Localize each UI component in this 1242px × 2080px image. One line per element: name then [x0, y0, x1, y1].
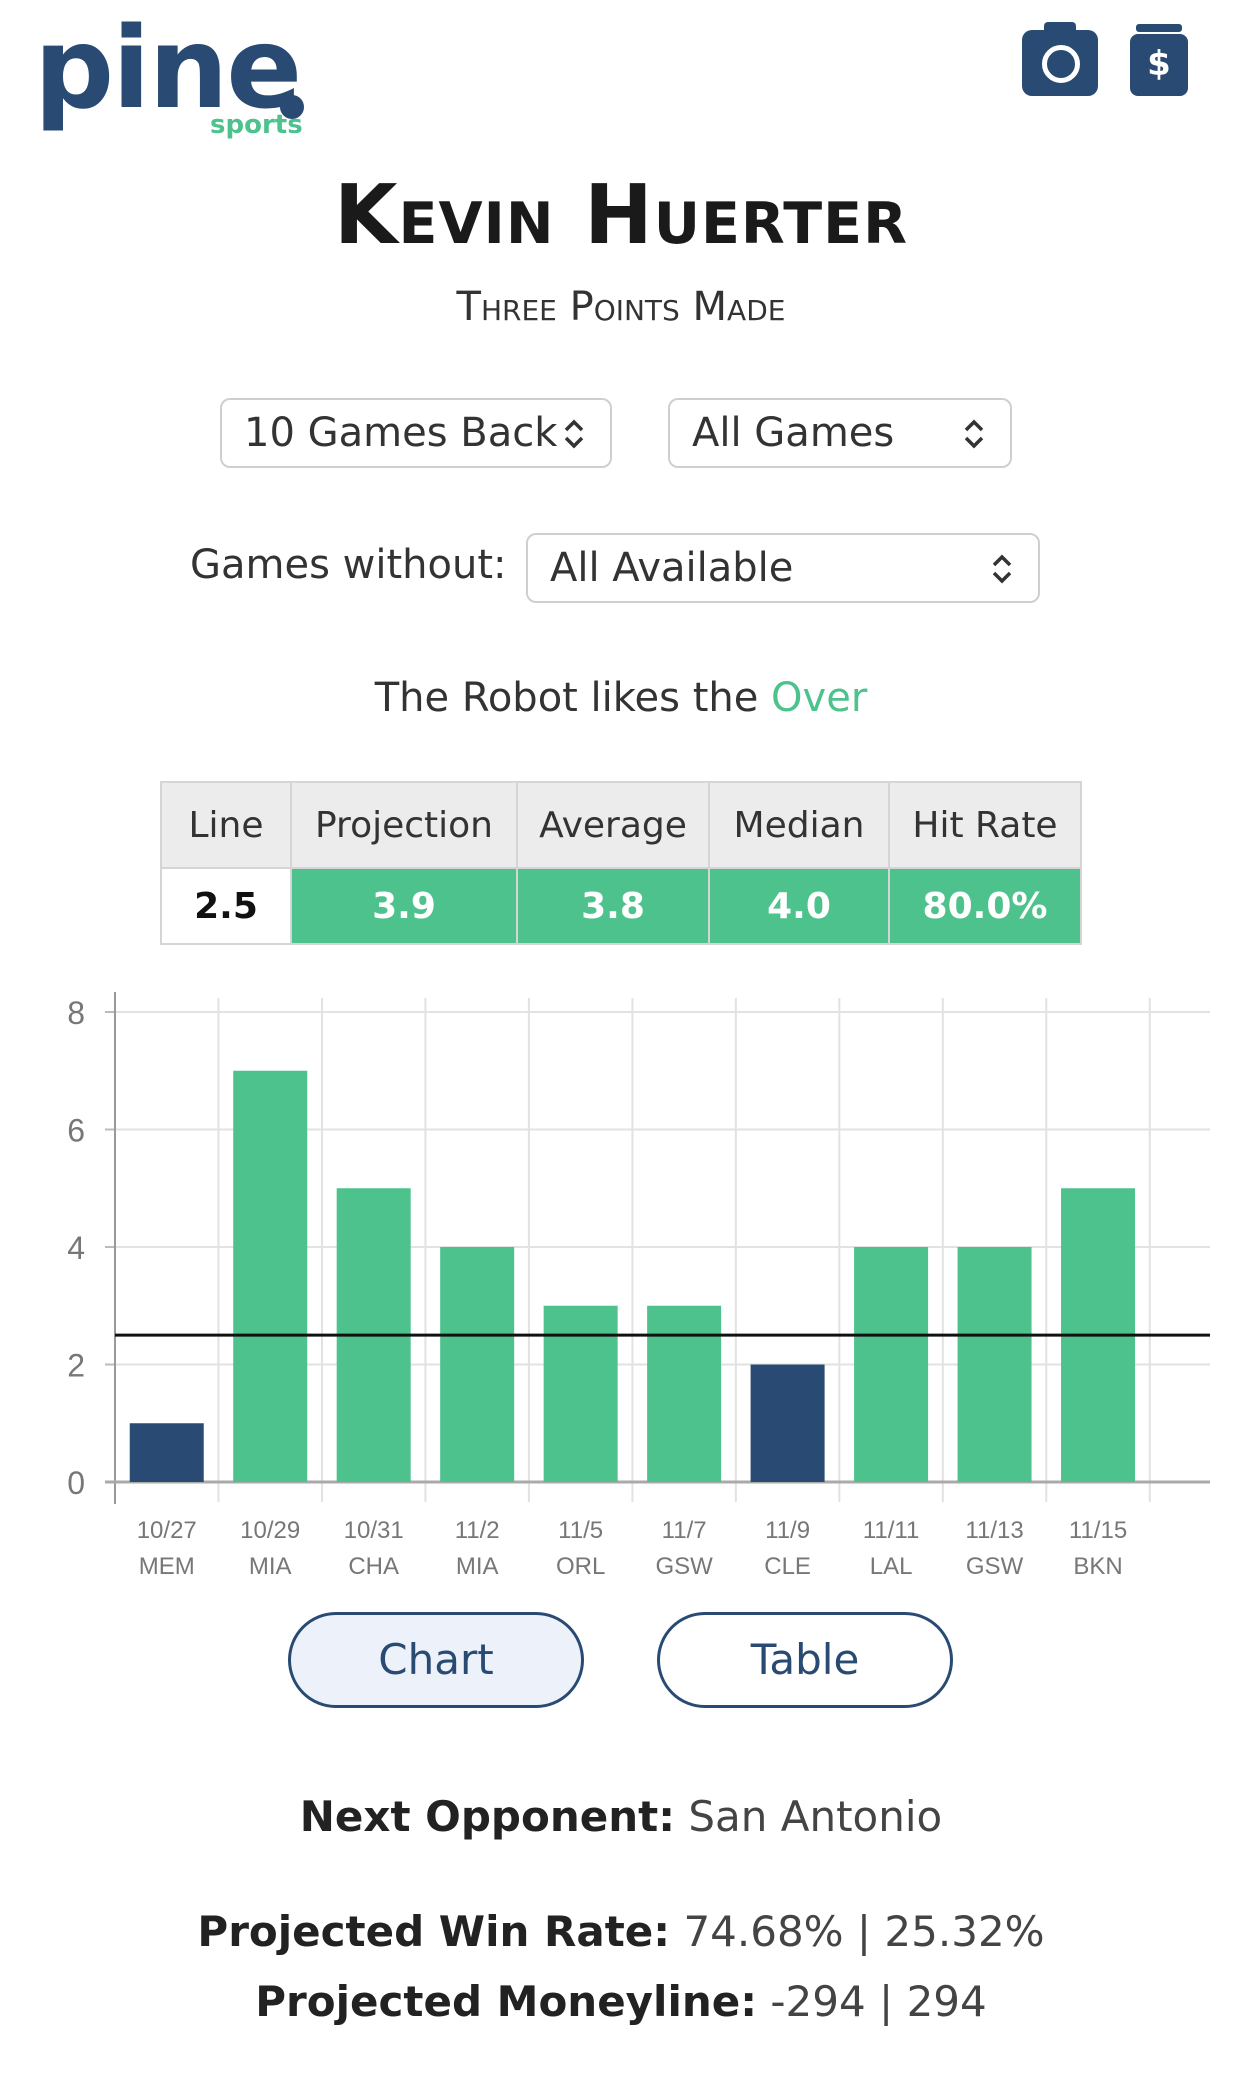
x-tick-opponent: BKN: [1073, 1553, 1122, 1580]
header-line: Line: [160, 781, 292, 869]
games-without-value: All Available: [550, 545, 794, 591]
game-type-select[interactable]: All Games: [668, 398, 1012, 468]
stats-value-row: 2.5 3.9 3.8 4.0 80.0%: [160, 867, 1082, 945]
x-tick-date: 11/13: [965, 1517, 1023, 1544]
bar-11-5-orl: [543, 1305, 618, 1482]
bar-11-2-mia: [440, 1247, 515, 1482]
header-median: Median: [708, 781, 890, 869]
next-opponent: Next Opponent: San Antonio: [0, 1792, 1242, 1841]
y-tick-label: 2: [67, 1348, 85, 1384]
robot-prefix: The Robot likes the: [374, 675, 772, 721]
x-tick-date: 11/9: [765, 1517, 810, 1544]
value-average: 3.8: [516, 867, 710, 945]
x-tick-opponent: CHA: [348, 1553, 399, 1580]
bar-10-29-mia: [233, 1070, 308, 1482]
chevron-up-down-icon: [964, 419, 984, 449]
games-without-label: Games without:: [190, 542, 507, 588]
chevron-up-down-icon: [564, 419, 584, 449]
moneyline-value: -294 | 294: [770, 1977, 987, 2026]
next-opponent-value: San Antonio: [688, 1792, 943, 1841]
x-tick-date: 11/2: [455, 1517, 500, 1544]
value-median: 4.0: [708, 867, 890, 945]
x-tick-date: 10/29: [240, 1517, 300, 1544]
moneyline-label: Projected Moneyline:: [255, 1977, 758, 2026]
x-tick-opponent: GSW: [655, 1553, 713, 1580]
x-tick-date: 11/7: [662, 1517, 707, 1544]
dollar-jar-lid: [1136, 24, 1182, 32]
x-tick-date: 11/5: [558, 1517, 603, 1544]
camera-icon[interactable]: [1022, 22, 1098, 96]
chevron-up-down-icon: [992, 554, 1012, 584]
win-rate-label: Projected Win Rate:: [197, 1907, 671, 1956]
x-tick-opponent: MIA: [249, 1553, 292, 1580]
games-back-value: 10 Games Back: [244, 410, 558, 456]
stats-table: Line Projection Average Median Hit Rate …: [160, 781, 1082, 945]
brand-logo[interactable]: pine: [34, 4, 302, 134]
header-projection: Projection: [290, 781, 518, 869]
game-log-chart: 0 2 4 6 8 10/27 MEM 10/29 MIA 10/31 CHA 11/2 MIA 11/5…: [67, 992, 1210, 1580]
projected-moneyline: Projected Moneyline: -294 | 294: [0, 1977, 1242, 2026]
value-projection: 3.9: [290, 867, 518, 945]
games-back-select[interactable]: 10 Games Back: [220, 398, 612, 468]
header-average: Average: [516, 781, 710, 869]
table-view-button[interactable]: Table: [657, 1612, 953, 1708]
stat-type: Three Points Made: [456, 284, 786, 330]
next-opponent-label: Next Opponent:: [299, 1792, 676, 1841]
x-tick-opponent: LAL: [870, 1553, 913, 1580]
player-name: Kevin Huerter: [334, 168, 908, 263]
bar-11-7-gsw: [647, 1305, 722, 1482]
x-tick-opponent: ORL: [556, 1553, 605, 1580]
dollar-jar-icon[interactable]: $: [1130, 34, 1188, 96]
x-tick-opponent: CLE: [764, 1553, 811, 1580]
x-tick-opponent: MEM: [139, 1553, 195, 1580]
x-tick-opponent: MIA: [456, 1553, 499, 1580]
bar-11-9-cle: [750, 1364, 825, 1482]
x-tick-opponent: GSW: [966, 1553, 1024, 1580]
chart-view-button[interactable]: Chart: [288, 1612, 584, 1708]
games-without-select[interactable]: All Available: [526, 533, 1040, 603]
value-hit-rate: 80.0%: [888, 867, 1082, 945]
y-tick-label: 8: [67, 995, 85, 1031]
y-tick-label: 6: [67, 1113, 85, 1149]
brand-name: pine: [34, 4, 302, 134]
game-type-value: All Games: [692, 410, 895, 456]
projected-win-rate: Projected Win Rate: 74.68% | 25.32%: [0, 1907, 1242, 1956]
bar-11-13-gsw: [957, 1247, 1032, 1482]
x-tick-date: 11/15: [1069, 1517, 1127, 1544]
y-tick-label: 4: [67, 1230, 85, 1266]
x-tick-date: 11/11: [863, 1517, 920, 1544]
robot-pick: The Robot likes the Over: [0, 675, 1242, 721]
stats-header-row: Line Projection Average Median Hit Rate: [160, 781, 1082, 869]
value-line: 2.5: [160, 867, 292, 945]
x-tick-date: 10/31: [344, 1517, 404, 1544]
brand-sub: sports: [210, 110, 303, 140]
x-tick-date: 10/27: [137, 1517, 197, 1544]
y-tick-label: 0: [67, 1465, 85, 1501]
robot-pick-value: Over: [771, 675, 868, 721]
bar-10-27-mem: [129, 1423, 204, 1482]
header-hit-rate: Hit Rate: [888, 781, 1082, 869]
win-rate-value: 74.68% | 25.32%: [683, 1907, 1045, 1956]
brand-logo-dot: [280, 95, 304, 119]
bar-11-11-lal: [854, 1247, 929, 1482]
